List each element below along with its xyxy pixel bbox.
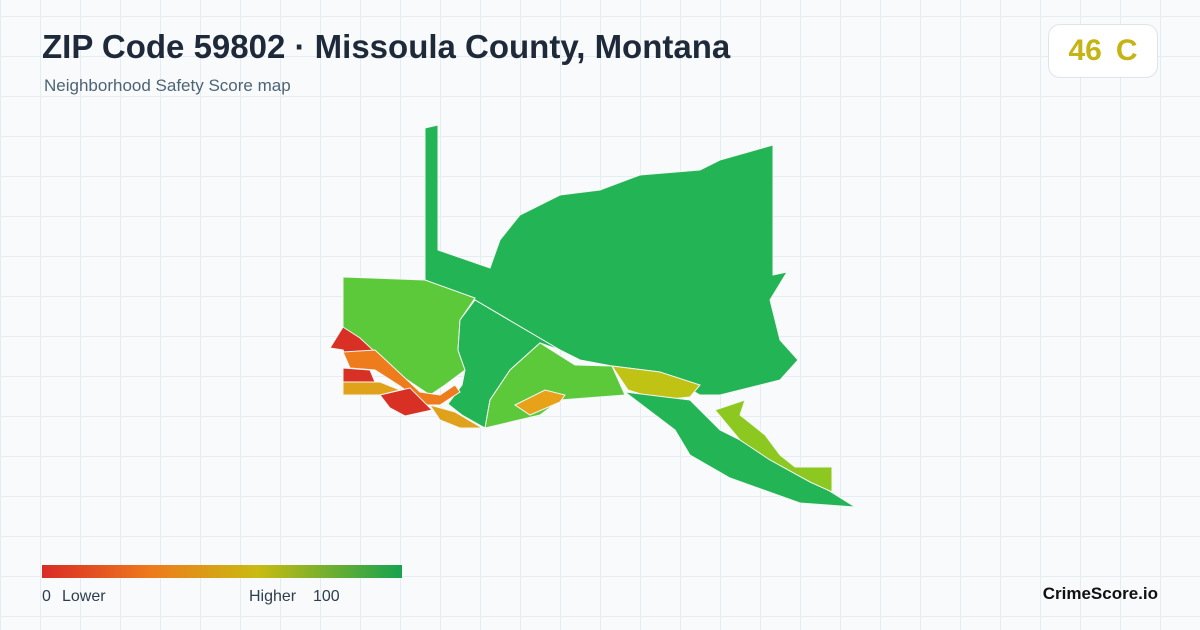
region bbox=[610, 365, 701, 401]
brand: CrimeScore.io bbox=[1042, 584, 1158, 603]
region bbox=[342, 367, 376, 383]
legend-max: 100 bbox=[313, 588, 340, 605]
score: 46 bbox=[1068, 34, 1102, 67]
grade: C bbox=[1115, 34, 1138, 67]
title: ZIP Code 59802 · Missoula County, Montan… bbox=[42, 28, 731, 65]
region bbox=[428, 404, 484, 429]
region bbox=[379, 387, 433, 417]
legend-gradient bbox=[42, 565, 402, 578]
legend-high: Higher bbox=[249, 588, 297, 605]
legend-low: Lower bbox=[62, 588, 106, 605]
region bbox=[623, 391, 856, 508]
legend-min: 0 bbox=[42, 588, 51, 605]
subtitle: Neighborhood Safety Score map bbox=[44, 76, 291, 95]
region bbox=[514, 389, 566, 416]
region bbox=[714, 399, 833, 493]
region bbox=[342, 349, 461, 406]
region bbox=[424, 124, 799, 396]
score-badge: 46 C bbox=[1048, 24, 1158, 78]
